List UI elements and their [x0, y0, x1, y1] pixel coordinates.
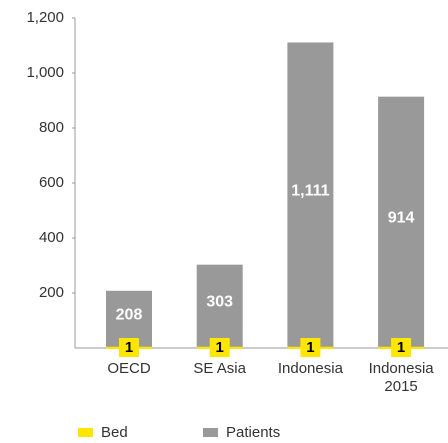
legend-swatch: [78, 428, 93, 437]
data-label-box: [391, 338, 412, 357]
legend-swatch: [203, 428, 218, 437]
bar: [196, 264, 243, 348]
data-label-box: [209, 338, 230, 357]
x-tick-label: SE Asia: [193, 360, 246, 377]
data-label: 1,111: [291, 182, 329, 199]
data-label-box: [119, 338, 139, 357]
data-label: 1: [306, 339, 314, 356]
data-label: 208: [116, 307, 143, 324]
data-label: 1: [125, 339, 133, 356]
x-tick-label: Indonesia 2015: [368, 360, 434, 395]
data-label: 1: [216, 339, 224, 356]
bar: [287, 42, 334, 348]
bar: [378, 96, 425, 349]
y-tick-label: 200: [39, 284, 64, 301]
data-label-box: [300, 338, 321, 357]
y-tick-label: 400: [39, 229, 64, 246]
x-tick-label: Indonesia: [277, 360, 343, 377]
y-tick-label: 800: [39, 119, 64, 136]
data-label: 303: [206, 294, 233, 311]
y-tick-label: 1,200: [26, 9, 64, 26]
data-label: 914: [388, 210, 415, 227]
data-label: 1: [397, 339, 405, 356]
y-tick-label: 1,000: [26, 64, 64, 81]
x-tick-label: OECD: [107, 360, 151, 377]
legend-label: Bed: [101, 424, 128, 441]
y-tick-label: 600: [39, 174, 64, 191]
legend-label: Patients: [226, 424, 280, 441]
